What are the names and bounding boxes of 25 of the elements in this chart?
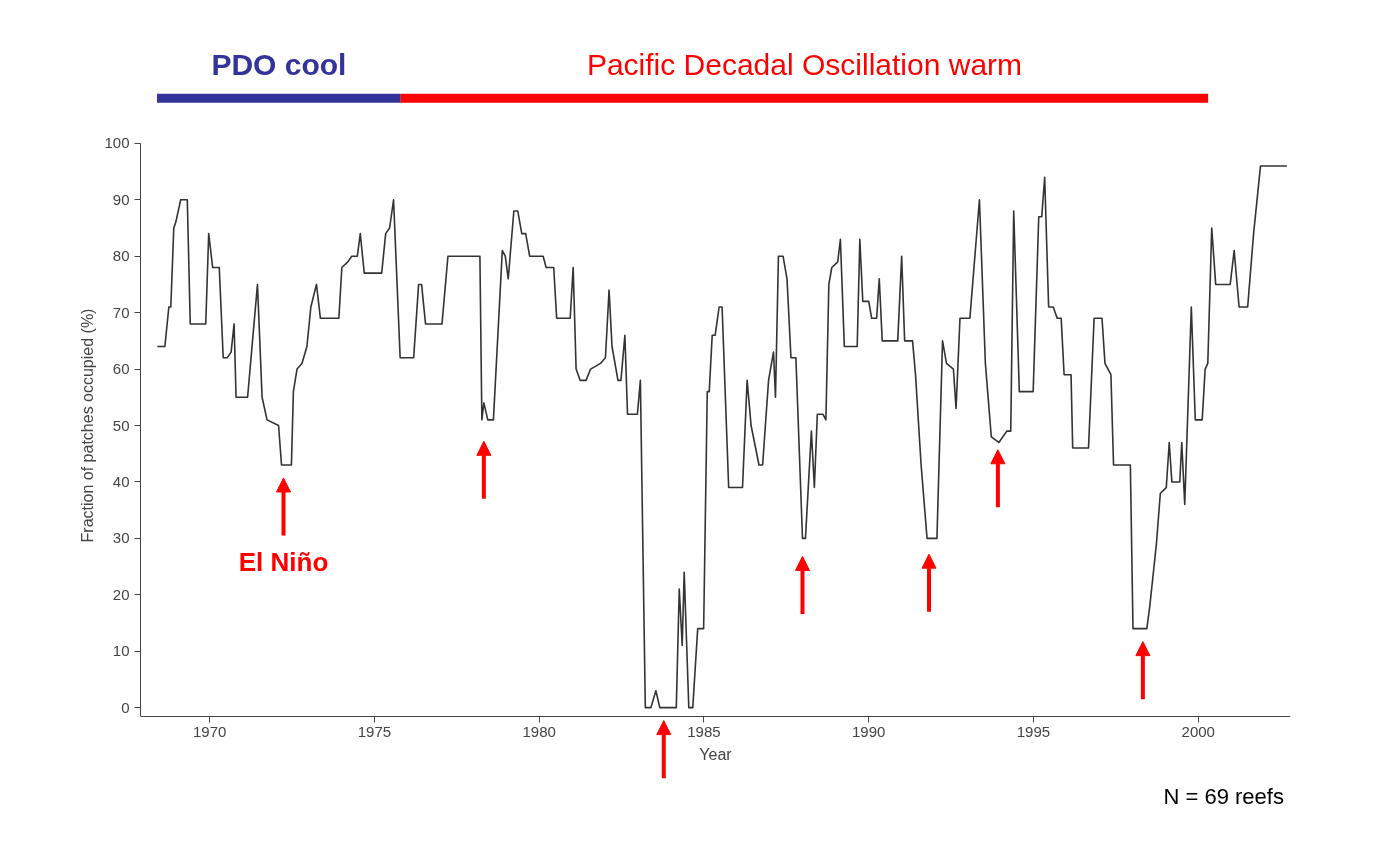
y-tick-label: 0	[121, 698, 130, 716]
x-tick-label: 1970	[193, 723, 227, 741]
y-tick-label: 60	[112, 360, 130, 378]
y-tick-label: 80	[112, 247, 130, 265]
x-tick-label: 1995	[1016, 723, 1051, 741]
y-tick-label: 50	[112, 416, 130, 434]
line-series	[156, 165, 1288, 709]
text: Pacific Decadal Oscillation warm	[586, 48, 1023, 82]
text: N = 69 reefs	[1163, 784, 1284, 810]
annotation: El Niño	[238, 546, 329, 577]
x-tick-label: 1990	[852, 723, 886, 741]
y-tick-label: 90	[112, 190, 130, 208]
y-tick-label: 10	[112, 642, 130, 660]
y-tick-label: 70	[112, 303, 130, 321]
y-tick-label: 40	[112, 472, 130, 490]
y-tick-label: 20	[112, 585, 130, 603]
x-tick-label: 2000	[1181, 723, 1215, 741]
text: PDO cool	[211, 48, 347, 82]
x-tick-label: 1975	[357, 723, 392, 741]
x-tick-label: 1980	[522, 723, 556, 741]
y-tick-label: 100	[104, 134, 130, 152]
y-tick-label: 30	[112, 529, 130, 547]
y-axis-title: Fraction of patches occupied (%)	[79, 308, 97, 543]
x-axis-title: Year	[699, 745, 733, 763]
x-tick-label: 1985	[687, 723, 721, 741]
